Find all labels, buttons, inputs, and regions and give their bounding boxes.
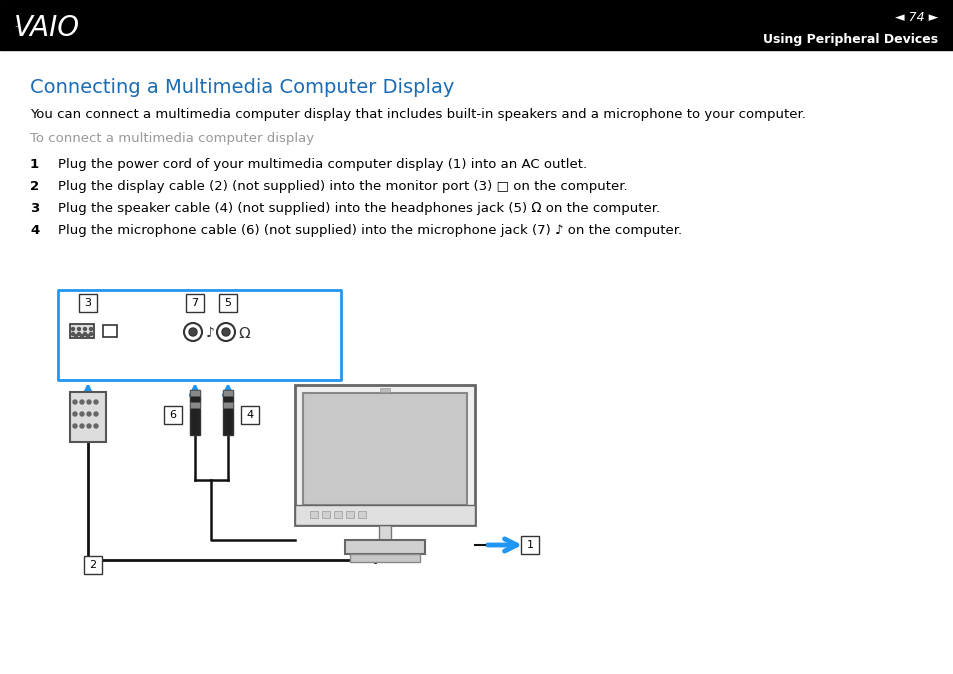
Bar [70, 324, 94, 338]
Bar [219, 294, 236, 312]
Text: Plug the microphone cable (6) (not supplied) into the microphone jack (7) ♪ on t: Plug the microphone cable (6) (not suppl… [58, 224, 681, 237]
Text: 2: 2 [30, 180, 39, 193]
Circle shape [87, 424, 91, 428]
Text: Plug the speaker cable (4) (not supplied) into the headphones jack (5) Ω on the : Plug the speaker cable (4) (not supplied… [58, 202, 659, 215]
Text: Using Peripheral Devices: Using Peripheral Devices [762, 32, 937, 46]
Text: Plug the display cable (2) (not supplied) into the monitor port (3) □ on the com: Plug the display cable (2) (not supplied… [58, 180, 627, 193]
Bar [103, 325, 117, 337]
Circle shape [216, 323, 234, 341]
Text: 4: 4 [30, 224, 39, 237]
Text: ◄ 74 ►: ◄ 74 ► [894, 11, 937, 24]
Circle shape [94, 400, 98, 404]
Bar [379, 388, 390, 392]
Bar [186, 294, 204, 312]
Circle shape [94, 424, 98, 428]
Bar [334, 511, 341, 518]
Bar [190, 390, 200, 435]
Text: \/ ■ IO: \/ ■ IO [15, 25, 19, 27]
Circle shape [84, 328, 87, 330]
Circle shape [87, 400, 91, 404]
Circle shape [84, 332, 87, 336]
Bar [520, 536, 538, 554]
Text: To connect a multimedia computer display: To connect a multimedia computer display [30, 132, 314, 145]
Text: VAIO: VAIO [14, 13, 80, 42]
Text: 6: 6 [170, 410, 176, 420]
Bar [303, 393, 467, 505]
Circle shape [71, 328, 74, 330]
Circle shape [90, 332, 92, 336]
Text: Ω: Ω [238, 326, 250, 340]
Bar [241, 406, 258, 424]
Text: 3: 3 [30, 202, 39, 215]
Text: 3: 3 [85, 298, 91, 308]
Circle shape [73, 412, 77, 416]
Bar [310, 511, 317, 518]
Bar [357, 511, 366, 518]
Circle shape [80, 412, 84, 416]
Circle shape [87, 412, 91, 416]
Bar [345, 540, 424, 554]
Bar [294, 505, 475, 525]
Circle shape [80, 334, 84, 338]
Text: 1: 1 [526, 540, 533, 550]
Circle shape [73, 424, 77, 428]
Circle shape [87, 334, 90, 338]
Circle shape [184, 323, 202, 341]
Text: 2: 2 [90, 560, 96, 570]
Circle shape [80, 424, 84, 428]
Text: Connecting a Multimedia Computer Display: Connecting a Multimedia Computer Display [30, 78, 454, 97]
Circle shape [90, 328, 92, 330]
Bar [223, 390, 233, 396]
Text: 5: 5 [224, 298, 232, 308]
Circle shape [80, 400, 84, 404]
Circle shape [77, 328, 80, 330]
Circle shape [189, 328, 196, 336]
Bar [223, 390, 233, 435]
Bar [322, 511, 330, 518]
Circle shape [77, 332, 80, 336]
Bar [84, 556, 102, 574]
Bar [190, 402, 200, 408]
Circle shape [73, 400, 77, 404]
Bar [190, 390, 200, 396]
Text: 4: 4 [246, 410, 253, 420]
Circle shape [71, 332, 74, 336]
Bar [223, 402, 233, 408]
Text: Plug the power cord of your multimedia computer display (1) into an AC outlet.: Plug the power cord of your multimedia c… [58, 158, 586, 171]
Circle shape [94, 412, 98, 416]
Bar [79, 294, 97, 312]
Bar [58, 290, 340, 380]
Bar [294, 385, 475, 525]
Circle shape [74, 334, 77, 338]
Text: You can connect a multimedia computer display that includes built-in speakers an: You can connect a multimedia computer di… [30, 108, 805, 121]
Bar [346, 511, 354, 518]
Circle shape [222, 328, 230, 336]
Bar [164, 406, 182, 424]
Text: 7: 7 [192, 298, 198, 308]
Bar [350, 554, 419, 562]
Bar [0, 0, 953, 50]
Text: 1: 1 [30, 158, 39, 171]
Bar [378, 525, 391, 540]
Bar [70, 392, 106, 442]
Text: ♪: ♪ [205, 326, 214, 340]
